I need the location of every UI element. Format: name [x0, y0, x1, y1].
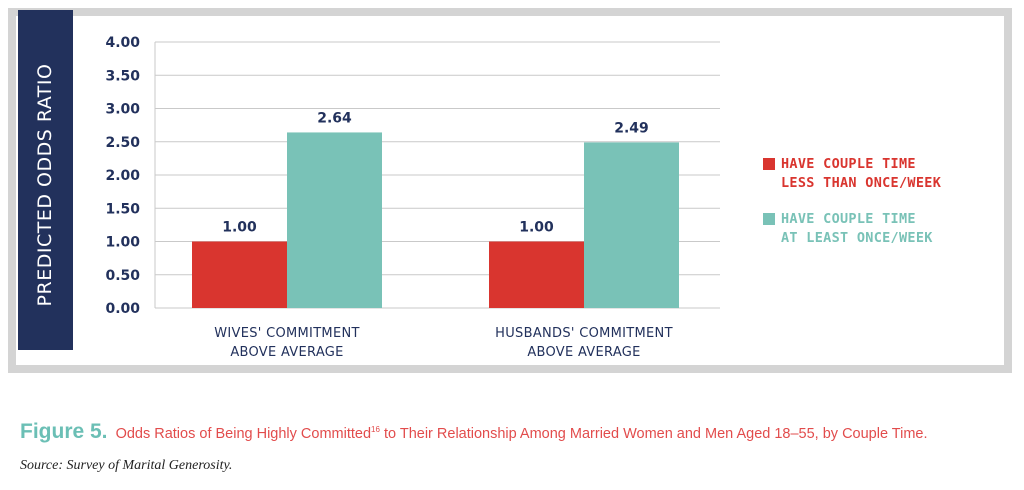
data-label: 1.00 — [519, 220, 554, 236]
category-label: ABOVE AVERAGE — [527, 345, 640, 360]
category-label: HUSBANDS' COMMITMENT — [495, 326, 673, 341]
y-tick-label: 1.50 — [105, 201, 140, 217]
y-tick-label: 2.50 — [105, 135, 140, 151]
bar-chart: 0.00 0.50 1.00 1.50 2.00 2.50 3.00 3.50 4.00 1.00… — [105, 35, 720, 360]
y-tick-label: 0.50 — [105, 268, 140, 284]
y-tick-label: 1.00 — [105, 235, 140, 251]
y-tick-label: 2.00 — [105, 168, 140, 184]
category-label: ABOVE AVERAGE — [230, 345, 343, 360]
caption-text: Odds Ratios of Being Highly Committed — [115, 426, 372, 442]
legend-swatch-red — [763, 158, 775, 170]
legend-label: HAVE COUPLE TIME AT LEAST ONCE/WEEK — [781, 211, 933, 246]
y-tick-label: 4.00 — [105, 35, 140, 51]
data-label: 1.00 — [222, 220, 257, 236]
source-note: Source: Survey of Marital Generosity. — [20, 458, 233, 473]
figure-number: Figure 5. — [20, 420, 108, 443]
y-tick-label: 3.50 — [105, 68, 140, 84]
legend-label: HAVE COUPLE TIME LESS THAN ONCE/WEEK — [781, 156, 942, 191]
bar — [584, 142, 679, 308]
chart-frame — [8, 8, 1012, 373]
footnote-marker: 16 — [371, 425, 380, 435]
bar — [489, 241, 584, 308]
caption-text-continued: to Their Relationship Among Married Wome… — [379, 426, 928, 442]
data-label: 2.49 — [614, 120, 649, 136]
legend-item-at-least-weekly: HAVE COUPLE TIME AT LEAST ONCE/WEEK — [763, 210, 1003, 248]
legend-item-less-than-weekly: HAVE COUPLE TIME LESS THAN ONCE/WEEK — [763, 155, 1003, 193]
data-label: 2.64 — [317, 110, 352, 126]
figure-caption: Figure 5. Odds Ratios of Being Highly Co… — [20, 420, 1010, 444]
category-label: WIVES' COMMITMENT — [214, 326, 359, 341]
legend: HAVE COUPLE TIME LESS THAN ONCE/WEEK HAV… — [763, 155, 1003, 265]
bar — [287, 132, 382, 308]
y-tick-label: 0.00 — [105, 301, 140, 317]
legend-swatch-teal — [763, 213, 775, 225]
y-axis-label-panel — [18, 10, 73, 350]
y-tick-label: 3.00 — [105, 102, 140, 118]
bar — [192, 241, 287, 308]
